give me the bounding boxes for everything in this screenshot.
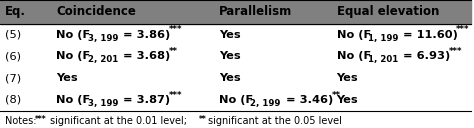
Text: 1, 201: 1, 201 xyxy=(368,55,398,64)
Text: Yes: Yes xyxy=(219,30,240,40)
Text: ***: *** xyxy=(449,47,463,56)
Text: ***: *** xyxy=(456,25,469,34)
Text: Parallelism: Parallelism xyxy=(219,5,292,18)
Text: (5): (5) xyxy=(5,30,21,40)
Text: Yes: Yes xyxy=(56,73,78,83)
Text: Notes:: Notes: xyxy=(5,116,36,126)
Text: = 3.68): = 3.68) xyxy=(119,51,171,61)
Text: (6): (6) xyxy=(5,51,21,61)
Text: **: ** xyxy=(331,91,340,100)
Text: Yes: Yes xyxy=(337,95,358,105)
Text: No (F: No (F xyxy=(56,51,91,61)
Text: No (F: No (F xyxy=(337,30,371,40)
Text: No (F: No (F xyxy=(337,51,371,61)
Text: 2, 201: 2, 201 xyxy=(88,55,118,64)
Text: 1, 199: 1, 199 xyxy=(368,34,398,42)
Text: ***: *** xyxy=(35,115,47,124)
Text: Yes: Yes xyxy=(219,51,240,61)
Text: **: ** xyxy=(169,47,178,56)
Text: 3, 199: 3, 199 xyxy=(88,34,118,42)
Text: No (F: No (F xyxy=(56,95,91,105)
Text: No (F: No (F xyxy=(56,30,91,40)
Text: Yes: Yes xyxy=(219,73,240,83)
Text: **: ** xyxy=(199,115,206,124)
Text: = 3.86): = 3.86) xyxy=(119,30,171,40)
Text: 3, 199: 3, 199 xyxy=(88,99,118,108)
Text: significant at the 0.01 level;: significant at the 0.01 level; xyxy=(50,116,187,126)
Bar xyxy=(0,0,471,24)
Text: Coincidence: Coincidence xyxy=(56,5,137,18)
Text: = 3.87): = 3.87) xyxy=(119,95,171,105)
Text: = 3.46): = 3.46) xyxy=(282,95,333,105)
Text: = 6.93): = 6.93) xyxy=(400,51,451,61)
Text: ***: *** xyxy=(169,91,182,100)
Text: 2, 199: 2, 199 xyxy=(250,99,281,108)
Text: No (F: No (F xyxy=(219,95,253,105)
Text: (7): (7) xyxy=(5,73,21,83)
Text: ***: *** xyxy=(169,25,182,34)
Text: Equal elevation: Equal elevation xyxy=(337,5,439,18)
Text: Yes: Yes xyxy=(337,73,358,83)
Text: (8): (8) xyxy=(5,95,21,105)
Text: = 11.60): = 11.60) xyxy=(400,30,458,40)
Text: significant at the 0.05 level: significant at the 0.05 level xyxy=(208,116,342,126)
Text: Eq.: Eq. xyxy=(5,5,26,18)
